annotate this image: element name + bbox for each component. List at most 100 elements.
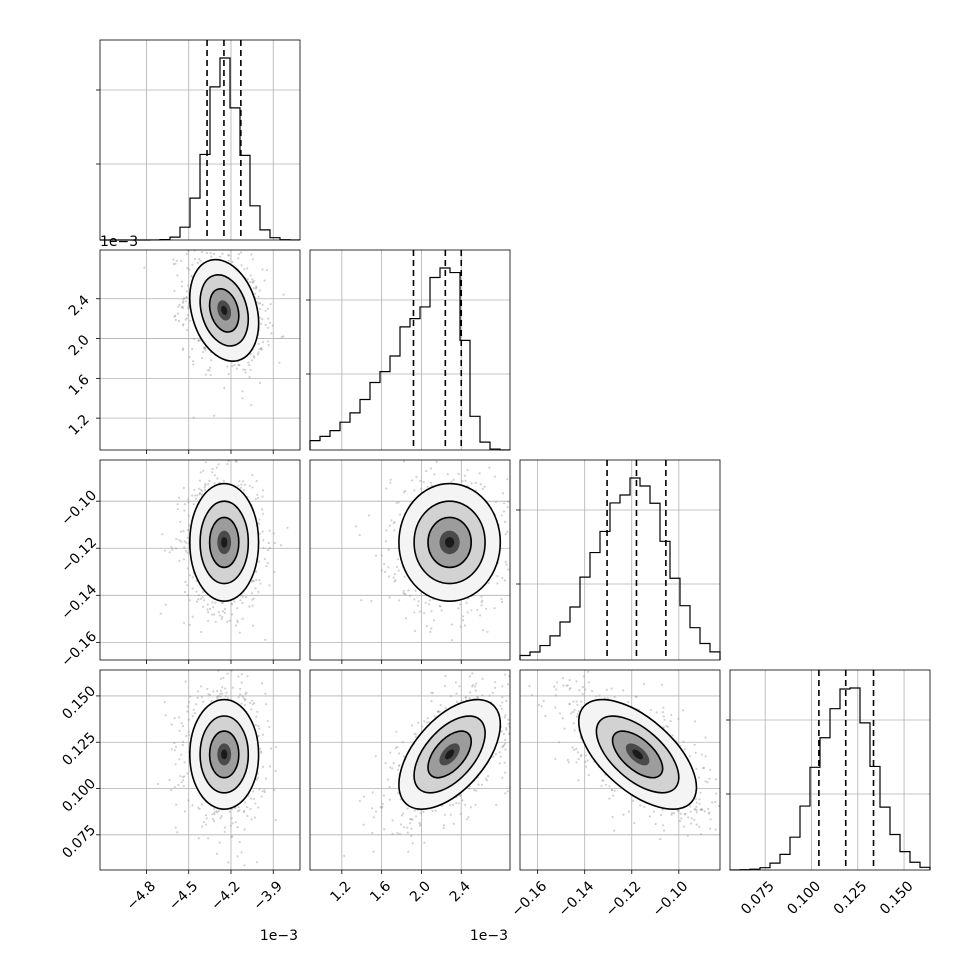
scatter-3-0-point-76	[193, 712, 197, 715]
scatter-3-0-point-687	[219, 816, 222, 820]
scatter-2-1-point-494	[554, 468, 556, 470]
scatter-1-0-point-265	[187, 305, 190, 308]
scatter-1-0-point-602	[227, 373, 230, 376]
scatter-3-2-point-295	[695, 805, 698, 808]
scatter-3-1-point-824	[406, 807, 409, 810]
scatter-3-1-point-125	[425, 721, 428, 724]
scatter-2-1-point-580	[385, 487, 388, 490]
scatter-1-0-point-619	[280, 335, 283, 339]
scatter-1-0-point-704	[237, 253, 240, 256]
scatter-3-1-point-46	[504, 742, 507, 745]
scatter-3-1-point-576	[476, 695, 479, 699]
scatter-1-0-point-269	[173, 289, 176, 292]
scatter-2-0-point-597	[191, 576, 194, 579]
scatter-3-0-point-526	[212, 819, 216, 823]
scatter-3-1-point-48	[444, 684, 447, 688]
scatter-2-1-point-768	[507, 500, 510, 503]
scatter-2-0-point-156	[220, 602, 224, 605]
scatter-3-0-point-705	[263, 790, 266, 794]
scatter-2-1-point-162	[393, 520, 396, 524]
scatter-1-0-point-423	[258, 381, 261, 385]
scatter-3-0-point-510	[179, 775, 182, 778]
scatter-2-0-point-766	[188, 599, 191, 602]
scatter-2-0-point-406	[222, 479, 225, 482]
scatter-2-1-point-331	[480, 601, 483, 604]
scatter-1-0-point-220	[174, 314, 177, 317]
scatter-3-1-point-404	[381, 802, 384, 806]
scatter-2-1-point-414	[413, 611, 416, 614]
scatter-2-0-point-273	[241, 595, 244, 598]
scatter-1-0-point-750	[203, 245, 205, 247]
scatter-1-0-point-337	[193, 257, 196, 261]
scatter-1-0-point-228	[180, 259, 183, 262]
scatter-3-2-point-209	[530, 694, 534, 697]
scatter-3-1-point-802	[511, 677, 513, 679]
scatter-3-0-point-388	[237, 806, 240, 809]
scatter-3-0-point-566	[178, 716, 181, 719]
scatter-3-0-point-44	[257, 724, 260, 728]
scatter-3-1-point-786	[391, 832, 394, 836]
scatter-1-0-point-628	[199, 259, 202, 262]
scatter-3-0-point-850	[174, 745, 178, 749]
scatter-2-1-point-816	[416, 604, 420, 607]
scatter-2-0-point-260	[211, 467, 214, 471]
scatter-2-1-point-65	[397, 569, 400, 572]
scatter-3-0-point-629	[258, 727, 261, 730]
scatter-2-1-point-681	[463, 474, 466, 477]
scatter-3-0-point-103	[240, 681, 243, 684]
scatter-2-1-frame	[309, 459, 511, 661]
scatter-2-1-point-637	[385, 529, 388, 532]
scatter-2-1-point-349	[493, 607, 496, 610]
scatter-2-1-point-600	[501, 600, 504, 604]
scatter-1-0-point-794	[257, 302, 260, 305]
scatter-2-0-point-155	[255, 570, 258, 573]
scatter-2-1-point-666	[479, 483, 482, 486]
scatter-2-0-point-720	[234, 624, 237, 627]
scatter-3-1-point-274	[400, 814, 403, 817]
scatter-3-1-point-133	[501, 685, 504, 688]
scatter-2-0-point-706	[186, 536, 189, 540]
scatter-2-0-point-727	[191, 494, 194, 497]
scatter-1-0-point-280	[228, 254, 231, 257]
scatter-2-1-point-316	[388, 575, 391, 578]
scatter-2-1-point-490	[462, 615, 465, 618]
scatter-2-1-point-642	[358, 534, 361, 537]
scatter-1-0-point-583	[204, 346, 207, 349]
scatter-3-0-point-88	[220, 815, 223, 818]
scatter-2-0-point-868	[225, 444, 227, 446]
scatter-2-1-point-164	[429, 481, 432, 484]
scatter-3-1-point-797	[409, 822, 412, 825]
scatter-2-0-point-755	[201, 596, 204, 599]
scatter-3-0-point-476	[196, 690, 199, 693]
scatter-1-0-point-95	[268, 321, 271, 324]
scatter-2-0-point-860	[251, 580, 254, 583]
scatter-2-0-point-759	[236, 607, 239, 610]
scatter-3-2-point-191	[688, 754, 692, 758]
scatter-1-0-point-159	[192, 416, 195, 419]
scatter-1-0-point-400	[206, 369, 210, 372]
scatter-3-1-point-271	[458, 685, 461, 688]
scatter-3-0-point-652	[175, 803, 178, 806]
scatter-1-0-point-649	[249, 274, 252, 277]
scatter-3-1-point-384	[414, 815, 418, 818]
scatter-2-1-point-484	[517, 553, 519, 555]
scatter-3-0-point-780	[186, 710, 189, 713]
scatter-3-1-point-351	[411, 842, 414, 845]
scatter-3-0-point-584	[256, 776, 260, 779]
scatter-panel-3-1	[309, 669, 513, 874]
scatter-3-1-point-855	[452, 822, 455, 825]
scatter-3-0-point-375	[184, 680, 187, 683]
scatter-2-0-point-738	[248, 484, 251, 487]
scatter-2-0-point-580	[268, 529, 271, 532]
scatter-1-0-point-96	[202, 351, 205, 354]
scatter-1-0-point-440	[215, 247, 217, 249]
scatter-2-1-point-818	[459, 603, 462, 606]
scatter-2-1-point-76	[413, 629, 417, 633]
scatter-2-1-point-330	[430, 467, 433, 470]
scatter-3-1-point-212	[387, 778, 390, 781]
scatter-3-1-point-483	[398, 832, 401, 836]
scatter-1-0-point-203	[231, 260, 234, 264]
scatter-3-2-point-296	[575, 660, 577, 662]
scatter-2-1-point-266	[529, 521, 531, 523]
scatter-3-1-point-309	[395, 730, 398, 733]
